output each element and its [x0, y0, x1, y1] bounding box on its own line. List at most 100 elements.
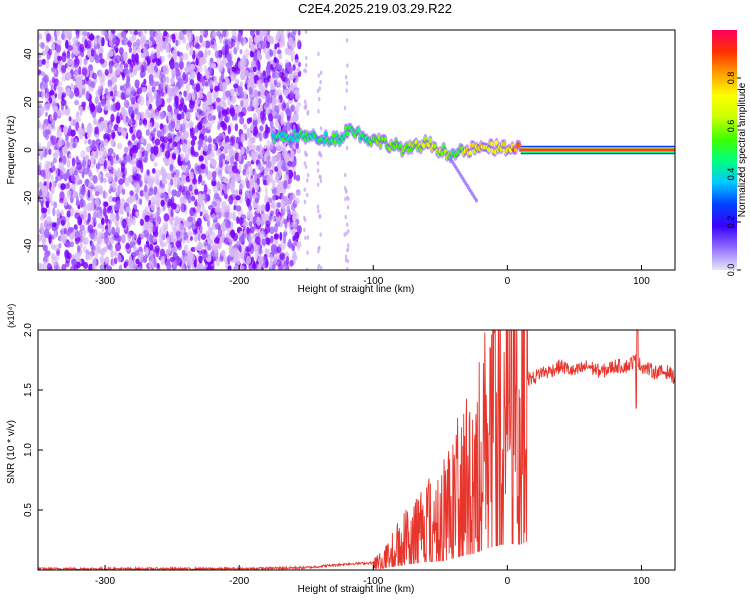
noise-cell [123, 99, 130, 108]
noise-cell [108, 38, 113, 47]
noise-cell [306, 250, 309, 255]
ridge-cell [494, 140, 499, 146]
noise-cell [227, 235, 232, 243]
noise-cell [284, 195, 289, 205]
noise-cell [118, 209, 124, 215]
noise-cell [158, 236, 164, 244]
noise-cell [95, 197, 100, 208]
noise-cell [139, 218, 145, 226]
noise-cell [189, 78, 195, 86]
noise-cell [80, 199, 86, 208]
noise-cell [190, 91, 196, 101]
noise-cell [108, 32, 114, 41]
noise-cell [306, 178, 309, 183]
noise-cell [266, 248, 271, 257]
noise-cell [59, 149, 63, 159]
noise-cell [118, 47, 124, 55]
noise-cell [123, 63, 129, 70]
noise-cell [135, 265, 138, 270]
noise-cell [253, 66, 257, 73]
noise-cell [103, 206, 107, 217]
noise-cell [294, 89, 300, 95]
noise-cell [103, 201, 109, 208]
noise-cell [120, 30, 127, 38]
noise-cell [70, 59, 75, 65]
noise-cell [156, 130, 162, 138]
noise-cell [220, 96, 226, 105]
noise-cell [41, 58, 46, 65]
noise-cell [151, 80, 157, 90]
noise-cell [291, 221, 298, 228]
noise-cell [74, 212, 81, 220]
noise-cell [138, 120, 143, 126]
noise-cell [248, 36, 253, 46]
noise-cell [108, 205, 112, 212]
noise-cell [215, 256, 221, 267]
noise-cell [206, 121, 212, 130]
noise-cell [296, 147, 301, 154]
noise-cell [234, 123, 239, 132]
noise-cell [274, 175, 279, 184]
noise-cell [60, 183, 66, 190]
noise-cell [159, 248, 166, 258]
noise-cell [211, 231, 216, 241]
snr-x-tick-label: -300 [95, 576, 115, 587]
noise-cell [194, 234, 198, 243]
noise-cell [122, 52, 128, 62]
noise-cell [129, 190, 134, 197]
noise-cell [249, 226, 255, 234]
noise-cell [292, 40, 297, 48]
snr-y-tick-label: 0.5 [23, 503, 34, 517]
noise-cell [259, 104, 264, 112]
noise-cell [173, 174, 177, 182]
noise-cell [41, 90, 45, 99]
noise-cell [136, 63, 141, 72]
noise-cell [344, 75, 348, 80]
noise-cell [205, 214, 211, 221]
noise-cell [207, 244, 212, 251]
noise-cell [216, 211, 222, 220]
noise-cell [319, 175, 322, 180]
noise-cell [271, 215, 275, 223]
noise-cell [258, 131, 262, 142]
noise-cell [51, 66, 56, 73]
noise-cell [180, 153, 185, 162]
noise-cell [257, 90, 261, 97]
noise-cell [246, 117, 251, 125]
noise-cell [38, 234, 42, 243]
noise-cell [190, 150, 197, 157]
noise-cell [281, 193, 285, 203]
noise-cell [74, 87, 80, 97]
noise-cell [104, 214, 109, 224]
noise-cell [163, 136, 169, 143]
noise-cell [129, 126, 134, 134]
noise-cell [207, 135, 212, 144]
noise-cell [149, 103, 153, 110]
noise-cell [111, 180, 115, 188]
noise-cell [205, 165, 209, 175]
noise-cell [279, 252, 285, 261]
noise-cell [133, 30, 139, 36]
noise-cell [94, 126, 99, 135]
noise-cell [51, 180, 56, 190]
noise-cell [220, 183, 226, 191]
noise-cell [344, 196, 347, 202]
noise-cell [62, 51, 67, 57]
noise-cell [274, 43, 278, 50]
noise-cell [274, 90, 279, 96]
noise-cell [44, 92, 50, 101]
noise-cell [228, 195, 234, 205]
noise-cell [57, 80, 62, 89]
ridge-cell [342, 133, 347, 139]
noise-cell [141, 86, 147, 93]
noise-cell [197, 241, 203, 252]
noise-cell [171, 132, 175, 138]
noise-cell [144, 214, 150, 223]
noise-cell [210, 143, 217, 152]
spectrogram-ridge [270, 122, 675, 203]
noise-cell [134, 79, 140, 89]
noise-cell [52, 157, 57, 164]
noise-cell [75, 236, 81, 242]
noise-cell [281, 68, 285, 76]
noise-cell [181, 249, 186, 256]
